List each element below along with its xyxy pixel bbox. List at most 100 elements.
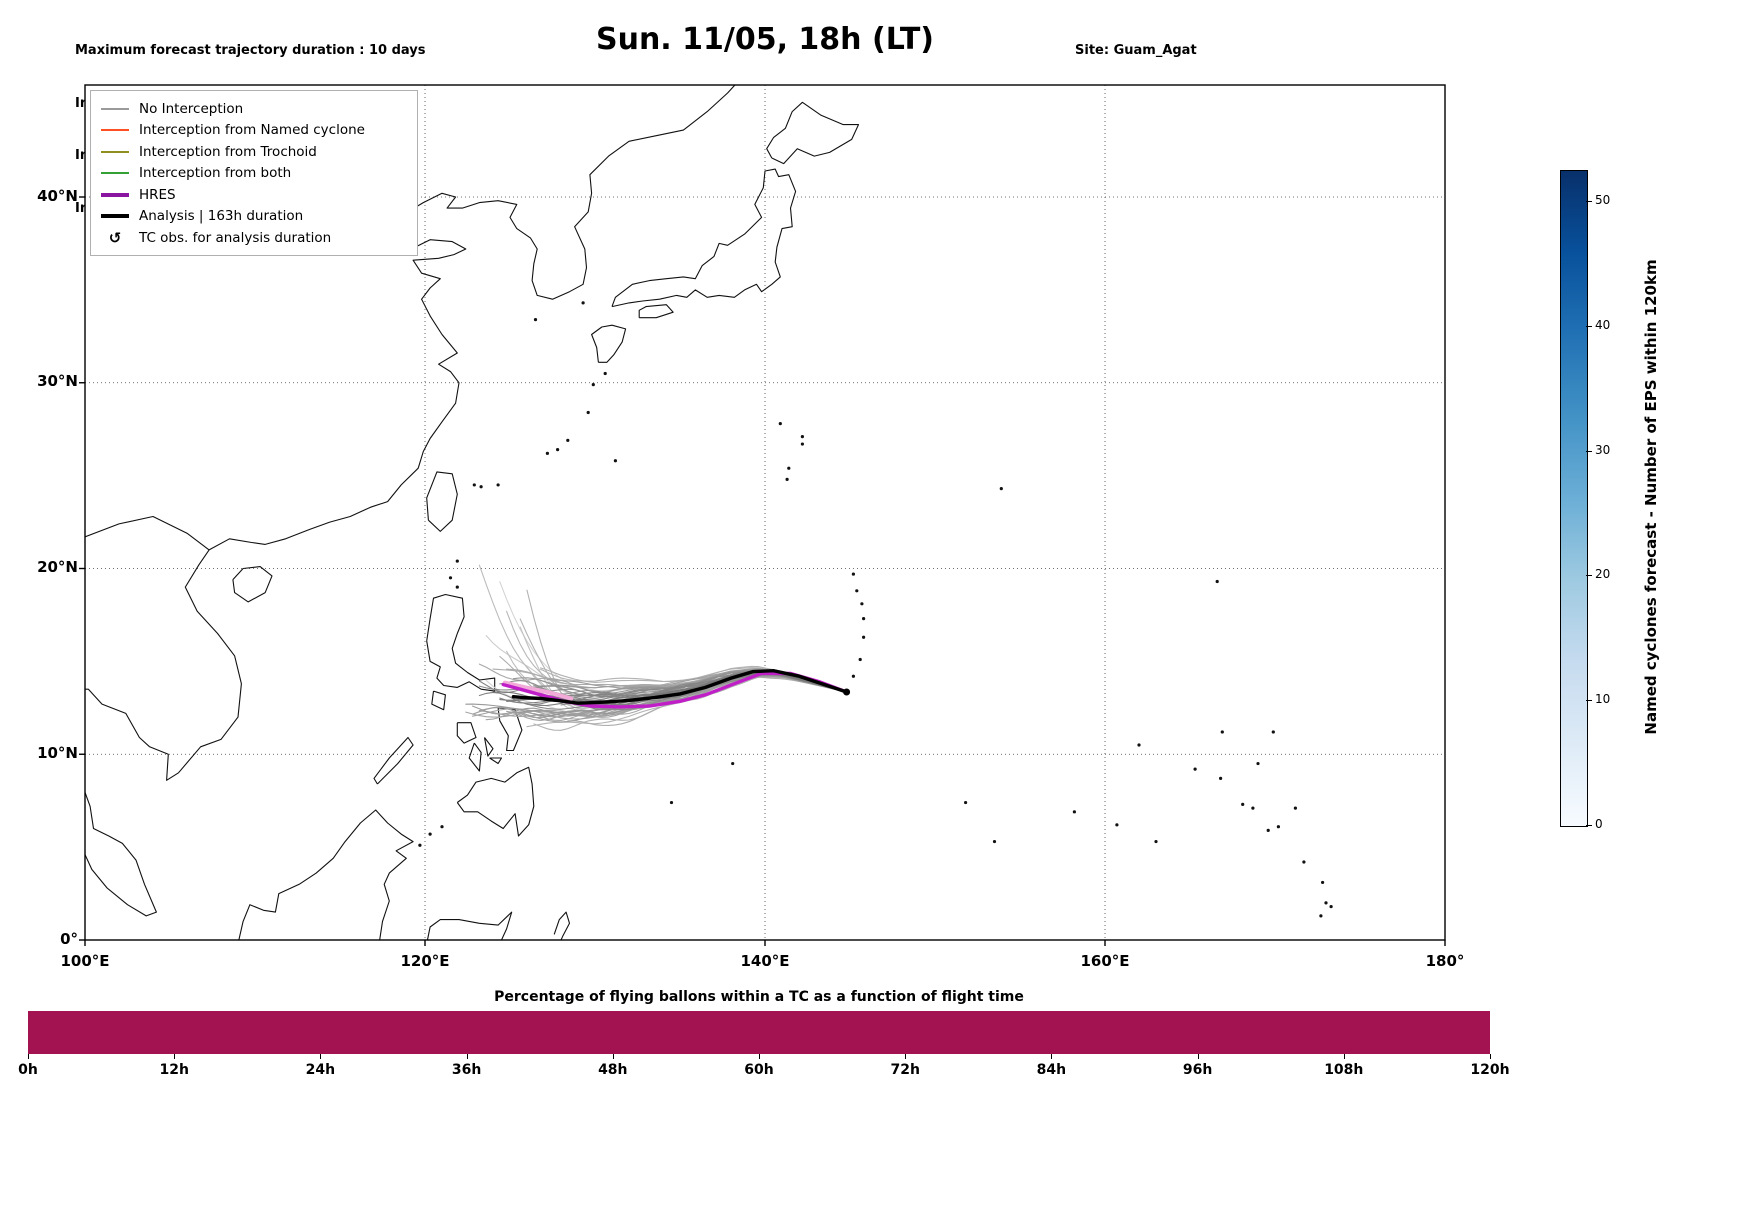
island-dot	[533, 317, 538, 322]
island-dot	[1215, 579, 1219, 584]
lat-tick-label: 20°N	[37, 558, 78, 576]
island-dot	[591, 383, 595, 387]
legend-line-swatch	[101, 129, 129, 132]
island-dot	[613, 459, 618, 463]
coastline	[238, 809, 414, 940]
colorbar-tick-label: 0	[1595, 817, 1603, 831]
legend-item: Interception from both	[101, 163, 407, 185]
coastline	[426, 471, 458, 532]
island-dot	[1266, 828, 1270, 833]
legend-line-swatch	[101, 107, 129, 110]
coastline	[85, 790, 157, 917]
time-axis-tick	[1197, 1054, 1199, 1059]
colorbar	[1560, 170, 1588, 827]
bottom-chart-title: Percentage of flying ballons within a TC…	[494, 989, 1024, 1005]
island-dot	[455, 585, 459, 589]
time-axis-tick	[612, 1054, 614, 1059]
island-dot	[1256, 761, 1260, 766]
colorbar-tick-label: 20	[1595, 567, 1611, 582]
colorbar-tick	[1586, 450, 1592, 452]
legend-item-tc-obs: ↺ TC obs. for analysis duration	[101, 227, 407, 249]
time-axis-tick	[28, 1054, 29, 1059]
time-tick-label: 72h	[890, 1062, 920, 1078]
legend-item: Interception from Named cyclone	[101, 120, 407, 142]
legend-item-label: Interception from Trochoid	[139, 143, 317, 160]
island-dot	[992, 839, 997, 844]
island-dot	[479, 485, 483, 489]
coastline	[766, 101, 860, 165]
island-dot	[472, 483, 476, 487]
track-analysis-163h-duration	[511, 668, 849, 705]
legend-item-label: Interception from Named cyclone	[139, 122, 365, 139]
island-dot	[860, 602, 864, 606]
colorbar-label: Named cyclones forecast - Number of EPS …	[1642, 259, 1660, 735]
island-dot	[586, 410, 590, 415]
island-dot	[1321, 880, 1325, 885]
island-dot	[1319, 914, 1323, 918]
page-title: Sun. 11/05, 18h (LT)	[595, 22, 935, 57]
island-dot	[566, 438, 570, 442]
legend-item: HRES	[101, 184, 407, 206]
coastline	[456, 766, 535, 837]
map-content	[85, 85, 1445, 940]
colorbar-tick-label: 40	[1595, 317, 1611, 332]
time-axis-tick	[905, 1054, 907, 1059]
colorbar-tick	[1586, 700, 1592, 702]
island-dot	[858, 657, 862, 662]
island-dot	[1324, 901, 1328, 905]
config-line: Maximum forecast trajectory duration : 1…	[75, 43, 426, 58]
island-dot	[440, 825, 444, 829]
island-dot	[1219, 776, 1223, 780]
colorbar-tick	[1586, 825, 1592, 826]
legend-item: No Interception	[101, 98, 407, 120]
island-dot	[787, 466, 791, 470]
time-axis-tick	[174, 1054, 176, 1059]
coastline	[232, 566, 273, 603]
time-tick-label: 96h	[1182, 1062, 1213, 1078]
time-tick-label: 24h	[305, 1062, 336, 1078]
legend: No Interception Interception from Named c…	[90, 90, 418, 256]
coastline	[426, 911, 513, 940]
coastline	[426, 593, 496, 692]
coastline	[489, 757, 503, 765]
rotate-ccw-icon: ↺	[108, 228, 122, 247]
island-dot	[855, 589, 859, 593]
legend-item: Interception from Trochoid	[101, 141, 407, 163]
legend-item-label: TC obs. for analysis duration	[139, 229, 332, 246]
coastline	[431, 690, 446, 711]
coastline	[373, 736, 414, 785]
island-dot	[1115, 823, 1119, 827]
time-tick-label: 120h	[1470, 1062, 1510, 1078]
legend-line-swatch	[101, 214, 129, 219]
island-dot	[669, 800, 674, 805]
lon-tick-label: 140°E	[740, 952, 790, 970]
island-dot	[862, 617, 866, 621]
lat-tick-label: 40°N	[37, 187, 78, 205]
colorbar-tick	[1586, 201, 1592, 203]
island-dot	[1220, 730, 1224, 734]
coastline	[553, 911, 571, 940]
island-dot	[545, 451, 550, 455]
island-dot	[603, 371, 607, 376]
coastline	[483, 737, 494, 757]
island-dot	[1251, 806, 1255, 810]
time-axis-tick	[1490, 1054, 1491, 1059]
time-tick-label: 108h	[1324, 1062, 1364, 1078]
island-dot	[800, 435, 805, 439]
island-dot	[581, 301, 585, 305]
island-dot	[851, 572, 856, 576]
island-dot	[455, 559, 459, 563]
island-dot	[1271, 730, 1275, 734]
colorbar-tick-label: 50	[1595, 193, 1611, 208]
island-dot	[1137, 743, 1141, 747]
colorbar-tick	[1586, 325, 1592, 327]
island-dot	[800, 442, 805, 446]
island-dot	[1072, 810, 1076, 814]
lon-tick-label: 120°E	[400, 952, 450, 970]
island-dot	[428, 832, 432, 836]
colorbar-tick	[1586, 575, 1592, 577]
time-tick-label: 48h	[598, 1062, 628, 1078]
island-dot	[851, 674, 856, 678]
legend-item-label: Analysis | 163h duration	[139, 208, 304, 225]
island-dot	[785, 477, 789, 481]
